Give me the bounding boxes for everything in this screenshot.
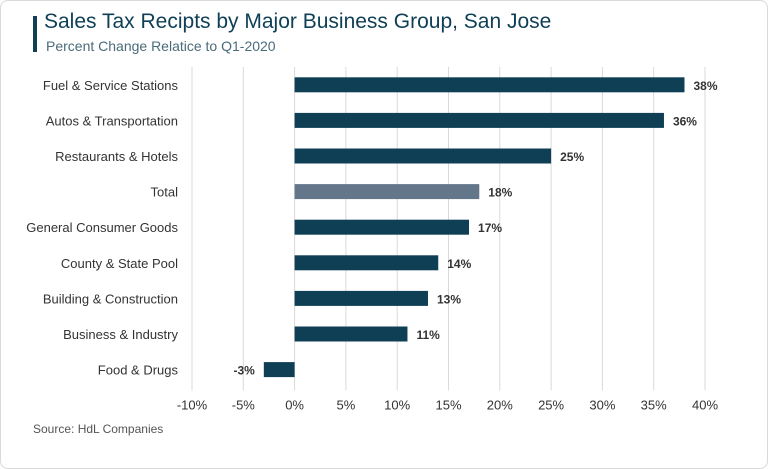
bar — [294, 219, 470, 235]
x-axis-tick-labels: -10% -5% 0% 5% 10% 15% 20% 25% 30% 35% 40% — [177, 397, 719, 412]
category-label: Restaurants & Hotels — [55, 149, 178, 164]
bar — [294, 148, 552, 164]
source-note: Source: HdL Companies — [33, 422, 164, 436]
category-label: Business & Industry — [63, 327, 178, 342]
category-label: General Consumer Goods — [26, 220, 178, 235]
x-tick-label: 0% — [285, 397, 304, 412]
category-label: Fuel & Service Stations — [43, 78, 179, 93]
bar — [294, 184, 480, 200]
x-tick-label: 35% — [641, 397, 667, 412]
category-labels: Fuel & Service Stations Autos & Transport… — [26, 78, 178, 378]
x-tick-label: 40% — [692, 397, 718, 412]
x-tick-label: -5% — [232, 397, 256, 412]
x-tick-label: 20% — [487, 397, 513, 412]
x-tick-label: 15% — [435, 397, 461, 412]
data-labels: 38% 36% 25% 18% 17% 14% 13% 11% -3% — [233, 79, 717, 378]
bar — [294, 77, 685, 93]
bar — [294, 255, 439, 271]
bar — [294, 326, 408, 342]
data-label: 18% — [488, 186, 512, 200]
data-label: 17% — [478, 221, 502, 235]
chart-subtitle: Percent Change Relatice to Q1-2020 — [46, 38, 276, 54]
x-tick-label: 10% — [384, 397, 410, 412]
bar — [294, 290, 428, 306]
x-tick-label: 5% — [337, 397, 356, 412]
bars — [263, 77, 685, 378]
data-label: 11% — [416, 328, 440, 342]
category-label: Building & Construction — [43, 291, 178, 306]
chart-title: Sales Tax Recipts by Major Business Grou… — [44, 10, 552, 33]
category-label: Autos & Transportation — [46, 113, 178, 128]
x-tick-label: 30% — [589, 397, 615, 412]
data-label: 38% — [693, 79, 717, 93]
data-label: 25% — [560, 150, 584, 164]
category-label: Food & Drugs — [98, 363, 179, 378]
x-tick-label: 25% — [538, 397, 564, 412]
category-label: County & State Pool — [61, 256, 178, 271]
data-label: -3% — [233, 364, 255, 378]
title-accent-bar — [33, 16, 37, 52]
data-label: 14% — [447, 257, 471, 271]
data-label: 36% — [673, 114, 697, 128]
category-label: Total — [151, 185, 179, 200]
bar — [263, 362, 295, 378]
x-tick-label: -10% — [177, 397, 208, 412]
bar — [294, 112, 664, 128]
data-label: 13% — [437, 292, 461, 306]
